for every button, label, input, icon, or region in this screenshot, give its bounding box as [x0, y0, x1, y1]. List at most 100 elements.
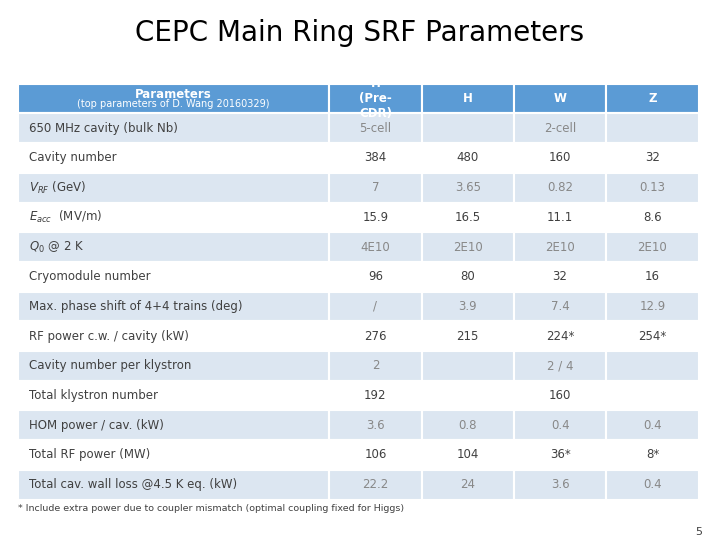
Bar	[606, 321, 698, 351]
Text: 2E10: 2E10	[545, 240, 575, 254]
Bar	[514, 113, 606, 143]
Bar	[18, 262, 329, 292]
Text: 0.4: 0.4	[551, 418, 570, 432]
Text: (top parameters of D. Wang 20160329): (top parameters of D. Wang 20160329)	[77, 99, 270, 109]
Bar	[422, 351, 514, 381]
Bar	[606, 292, 698, 321]
Bar	[18, 470, 329, 500]
Text: 276: 276	[364, 329, 387, 343]
Text: 254*: 254*	[639, 329, 667, 343]
Text: 16: 16	[645, 270, 660, 284]
Bar	[329, 410, 422, 440]
Bar	[18, 232, 329, 262]
Bar	[18, 292, 329, 321]
Text: 160: 160	[549, 151, 571, 165]
Bar	[606, 232, 698, 262]
Bar	[18, 381, 329, 410]
Text: 0.82: 0.82	[547, 181, 573, 194]
Bar	[606, 470, 698, 500]
Bar	[422, 262, 514, 292]
Bar	[329, 381, 422, 410]
Bar	[514, 262, 606, 292]
Bar	[514, 381, 606, 410]
Text: 224*: 224*	[546, 329, 575, 343]
Bar	[606, 440, 698, 470]
Bar	[18, 202, 329, 232]
Text: Total klystron number: Total klystron number	[29, 389, 158, 402]
Bar	[606, 381, 698, 410]
Text: 480: 480	[456, 151, 479, 165]
Text: 384: 384	[364, 151, 387, 165]
Text: 104: 104	[456, 448, 479, 462]
Text: 11.1: 11.1	[547, 211, 573, 224]
Bar	[606, 351, 698, 381]
Bar	[514, 321, 606, 351]
Bar	[514, 351, 606, 381]
Bar	[514, 470, 606, 500]
Bar	[329, 440, 422, 470]
Text: 0.4: 0.4	[643, 478, 662, 491]
Text: 16.5: 16.5	[454, 211, 481, 224]
Text: 7.4: 7.4	[551, 300, 570, 313]
Text: 15.9: 15.9	[362, 211, 389, 224]
Text: Cavity number: Cavity number	[29, 151, 117, 165]
Text: $V_{RF}$ (GeV): $V_{RF}$ (GeV)	[29, 180, 86, 195]
Bar	[606, 262, 698, 292]
Bar	[514, 440, 606, 470]
Bar	[329, 262, 422, 292]
Text: 80: 80	[460, 270, 475, 284]
Bar	[18, 143, 329, 173]
Bar	[422, 381, 514, 410]
Text: $Q_0$ @ 2 K: $Q_0$ @ 2 K	[29, 240, 84, 254]
Text: /: /	[374, 300, 377, 313]
Bar	[422, 173, 514, 202]
Text: 0.8: 0.8	[459, 418, 477, 432]
Text: CEPC Main Ring SRF Parameters: CEPC Main Ring SRF Parameters	[135, 19, 585, 47]
Text: 7: 7	[372, 181, 379, 194]
Text: Max. phase shift of 4+4 trains (deg): Max. phase shift of 4+4 trains (deg)	[29, 300, 243, 313]
Bar	[329, 84, 422, 113]
Bar	[329, 232, 422, 262]
Text: 2-cell: 2-cell	[544, 122, 576, 135]
Bar	[329, 202, 422, 232]
Bar	[422, 321, 514, 351]
Text: 8.6: 8.6	[643, 211, 662, 224]
Bar	[329, 173, 422, 202]
Text: Parameters: Parameters	[135, 89, 212, 102]
Text: Z: Z	[648, 92, 657, 105]
Bar	[606, 143, 698, 173]
Bar	[329, 470, 422, 500]
Text: HOM power / cav. (kW): HOM power / cav. (kW)	[29, 418, 163, 432]
Bar	[329, 143, 422, 173]
Bar	[422, 470, 514, 500]
Bar	[514, 173, 606, 202]
Text: 3.6: 3.6	[366, 418, 384, 432]
Text: 106: 106	[364, 448, 387, 462]
Bar	[329, 321, 422, 351]
Bar	[606, 113, 698, 143]
Bar	[18, 410, 329, 440]
Bar	[514, 84, 606, 113]
Bar	[18, 113, 329, 143]
Bar	[606, 202, 698, 232]
Bar	[514, 202, 606, 232]
Text: 2E10: 2E10	[453, 240, 482, 254]
Text: 4E10: 4E10	[361, 240, 390, 254]
Text: 32: 32	[645, 151, 660, 165]
Text: Cavity number per klystron: Cavity number per klystron	[29, 359, 192, 373]
Text: 192: 192	[364, 389, 387, 402]
Bar	[329, 351, 422, 381]
Text: 5: 5	[695, 527, 702, 537]
Bar	[514, 143, 606, 173]
Text: 32: 32	[553, 270, 567, 284]
Text: 2 / 4: 2 / 4	[546, 359, 573, 373]
Text: 12.9: 12.9	[639, 300, 665, 313]
Text: 3.6: 3.6	[551, 478, 570, 491]
Text: 24: 24	[460, 478, 475, 491]
Bar	[422, 84, 514, 113]
Text: 3.65: 3.65	[455, 181, 481, 194]
Text: H
(Pre-
CDR): H (Pre- CDR)	[359, 77, 392, 120]
Bar	[422, 113, 514, 143]
Bar	[422, 232, 514, 262]
Bar	[18, 173, 329, 202]
